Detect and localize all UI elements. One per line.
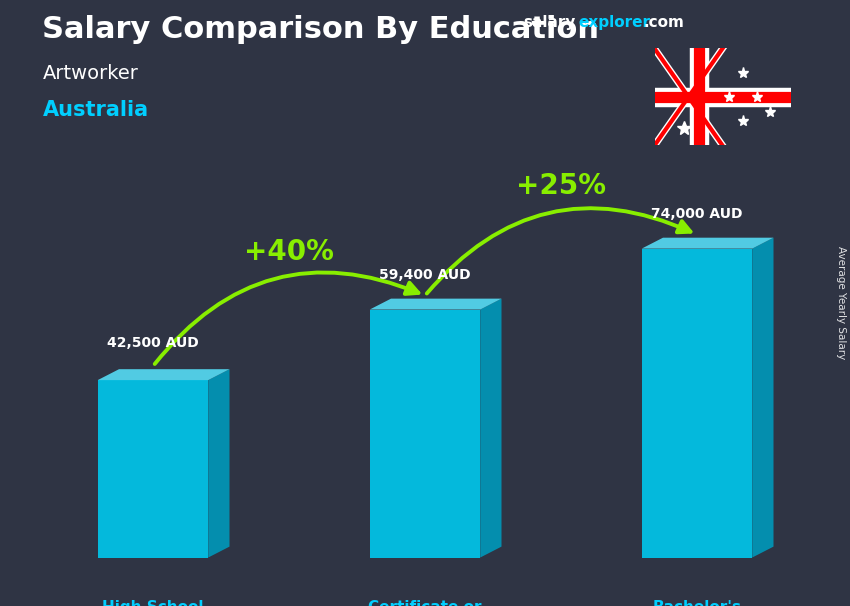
Polygon shape — [98, 380, 208, 558]
Polygon shape — [98, 369, 230, 380]
Text: .com: .com — [643, 15, 684, 30]
Polygon shape — [642, 248, 752, 558]
Text: salary: salary — [523, 15, 575, 30]
Polygon shape — [370, 299, 502, 310]
Text: Artworker: Artworker — [42, 64, 139, 82]
Text: Average Yearly Salary: Average Yearly Salary — [836, 247, 846, 359]
Text: 74,000 AUD: 74,000 AUD — [651, 207, 743, 221]
Text: Certificate or
Diploma: Certificate or Diploma — [368, 600, 482, 606]
Polygon shape — [752, 238, 774, 558]
Text: High School: High School — [102, 600, 204, 606]
Text: Australia: Australia — [42, 100, 149, 120]
Polygon shape — [642, 238, 774, 248]
Polygon shape — [208, 369, 230, 558]
Text: Bachelor's
Degree: Bachelor's Degree — [653, 600, 741, 606]
Text: +40%: +40% — [244, 238, 334, 266]
Text: 59,400 AUD: 59,400 AUD — [379, 268, 471, 282]
Text: Salary Comparison By Education: Salary Comparison By Education — [42, 15, 599, 44]
Text: explorer: explorer — [578, 15, 650, 30]
FancyArrowPatch shape — [155, 273, 418, 364]
FancyArrowPatch shape — [427, 208, 690, 293]
Text: +25%: +25% — [516, 172, 606, 201]
Polygon shape — [370, 310, 480, 558]
Text: 42,500 AUD: 42,500 AUD — [107, 336, 199, 350]
Polygon shape — [480, 299, 501, 558]
